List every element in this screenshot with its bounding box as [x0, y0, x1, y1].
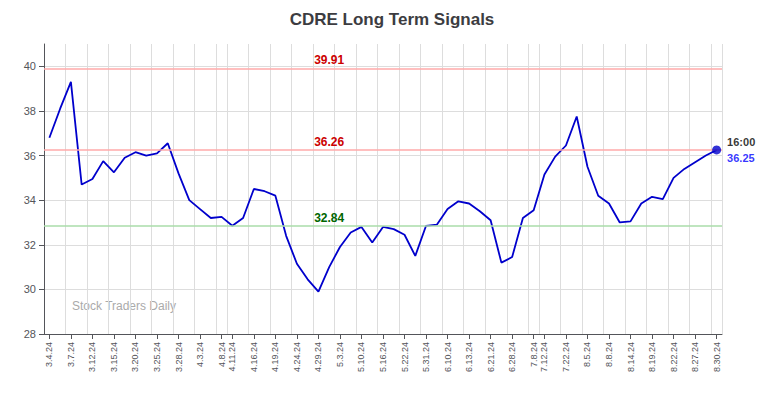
svg-text:3.28.24: 3.28.24: [174, 342, 184, 372]
svg-text:6.13.24: 6.13.24: [464, 342, 474, 372]
svg-text:CDRE Long Term Signals: CDRE Long Term Signals: [290, 10, 495, 29]
svg-text:36: 36: [24, 150, 36, 162]
svg-text:28: 28: [24, 328, 36, 340]
svg-text:32.84: 32.84: [314, 211, 344, 225]
svg-text:34: 34: [24, 194, 36, 206]
svg-text:8.19.24: 8.19.24: [647, 342, 657, 372]
svg-text:3.7.24: 3.7.24: [66, 342, 76, 367]
svg-text:6.28.24: 6.28.24: [507, 342, 517, 372]
svg-text:39.91: 39.91: [314, 53, 344, 67]
svg-text:4.3.24: 4.3.24: [195, 342, 205, 367]
svg-text:3.4.24: 3.4.24: [44, 342, 54, 367]
svg-text:8.27.24: 8.27.24: [690, 342, 700, 372]
svg-text:4.24.24: 4.24.24: [292, 342, 302, 372]
svg-text:3.25.24: 3.25.24: [152, 342, 162, 372]
svg-text:8.5.24: 8.5.24: [582, 342, 592, 367]
svg-text:5.16.24: 5.16.24: [378, 342, 388, 372]
svg-text:4.16.24: 4.16.24: [249, 342, 259, 372]
svg-text:30: 30: [24, 283, 36, 295]
svg-text:38: 38: [24, 105, 36, 117]
svg-text:40: 40: [24, 60, 36, 72]
svg-text:4.8.24: 4.8.24: [217, 342, 227, 367]
svg-text:3.12.24: 3.12.24: [87, 342, 97, 372]
svg-text:7.12.24: 7.12.24: [539, 342, 549, 372]
svg-text:8.22.24: 8.22.24: [669, 342, 679, 372]
svg-text:32: 32: [24, 239, 36, 251]
svg-text:5.10.24: 5.10.24: [356, 342, 366, 372]
svg-text:16:00: 16:00: [727, 136, 755, 148]
svg-text:8.8.24: 8.8.24: [604, 342, 614, 367]
svg-text:8.30.24: 8.30.24: [712, 342, 722, 372]
svg-text:7.8.24: 7.8.24: [529, 342, 539, 367]
svg-text:7.22.24: 7.22.24: [561, 342, 571, 372]
svg-text:3.20.24: 3.20.24: [130, 342, 140, 372]
svg-text:3.15.24: 3.15.24: [109, 342, 119, 372]
svg-text:8.14.24: 8.14.24: [626, 342, 636, 372]
svg-text:36.26: 36.26: [314, 135, 344, 149]
svg-text:6.10.24: 6.10.24: [443, 342, 453, 372]
svg-text:4.19.24: 4.19.24: [270, 342, 280, 372]
svg-text:36.25: 36.25: [727, 152, 755, 164]
svg-text:4.11.24: 4.11.24: [227, 342, 237, 371]
svg-text:5.22.24: 5.22.24: [400, 342, 410, 372]
svg-text:6.21.24: 6.21.24: [486, 342, 496, 372]
svg-text:Stock Traders Daily: Stock Traders Daily: [72, 299, 176, 313]
svg-text:5.3.24: 5.3.24: [335, 342, 345, 367]
svg-text:4.29.24: 4.29.24: [313, 342, 323, 372]
svg-text:5.31.24: 5.31.24: [421, 342, 431, 372]
